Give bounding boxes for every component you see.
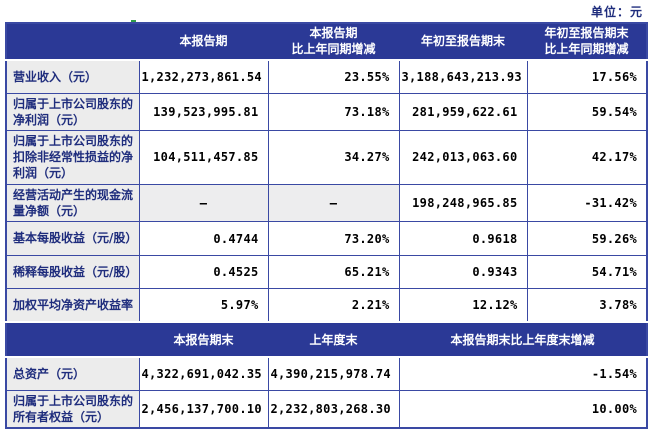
value-cell: 0.4744 xyxy=(138,221,269,256)
financial-report-page: { "unit_label": "单位：元", "colors": { "hea… xyxy=(5,5,648,429)
header-empty-cell xyxy=(6,320,139,358)
row-label: 经营活动产生的现金流量净额（元） xyxy=(5,183,140,223)
value-cell: 73.18% xyxy=(267,92,400,132)
value-cell-dash: – xyxy=(138,183,269,223)
financial-summary-table: 本报告期 本报告期 比上年同期增减 年初至报告期末 年初至报告期末 比上年同期增… xyxy=(5,22,648,429)
header-text: 年初至报告期末 xyxy=(420,33,505,48)
value-cell: 2.21% xyxy=(267,288,400,322)
column-header-change-vs-last-year-end: 本报告期末比上年度末增减 xyxy=(399,320,647,358)
value-cell: 2,232,803,268.30 xyxy=(267,390,400,429)
table-row: 基本每股收益（元/股） 0.4744 73.20% 0.9618 59.26% xyxy=(5,221,648,256)
column-header-end-of-last-year: 上年度末 xyxy=(268,320,399,358)
table-row: 营业收入（元） 1,232,273,861.54 23.55% 3,188,64… xyxy=(5,59,648,94)
value-cell: 65.21% xyxy=(267,255,400,289)
row-label: 基本每股收益（元/股） xyxy=(5,221,140,256)
value-cell: 59.54% xyxy=(526,92,648,132)
value-cell: 242,013,063.60 xyxy=(398,130,528,185)
header-text: 比上年同期增减 xyxy=(544,41,629,56)
value-cell: -31.42% xyxy=(526,183,648,223)
table-row: 总资产（元） 4,322,691,042.35 4,390,215,978.74… xyxy=(5,356,648,391)
value-cell: 42.17% xyxy=(526,130,648,185)
table-row: 加权平均净资产收益率 5.97% 2.21% 12.12% 3.78% xyxy=(5,288,648,322)
header-empty-cell xyxy=(6,23,139,62)
table-header-row-bottom: 本报告期末 上年度末 本报告期末比上年度末增减 xyxy=(6,320,647,358)
value-cell: 0.4525 xyxy=(138,255,269,289)
column-header-ytd: 年初至报告期末 xyxy=(399,23,527,62)
value-cell-dash: – xyxy=(267,183,400,223)
row-label: 营业收入（元） xyxy=(5,59,140,94)
table-row: 归属于上市公司股东的所有者权益（元） 2,456,137,700.10 2,23… xyxy=(5,390,648,429)
value-cell: 1,232,273,861.54 xyxy=(138,59,269,94)
column-header-end-of-period: 本报告期末 xyxy=(139,320,268,358)
value-cell: 59.26% xyxy=(526,221,648,256)
table-row: 经营活动产生的现金流量净额（元） – – 198,248,965.85 -31.… xyxy=(5,183,648,223)
value-cell: 0.9618 xyxy=(398,221,528,256)
value-cell: 12.12% xyxy=(398,288,528,322)
value-cell: 3.78% xyxy=(526,288,648,322)
table-header-row-top: 本报告期 本报告期 比上年同期增减 年初至报告期末 年初至报告期末 比上年同期增… xyxy=(6,23,647,62)
table-row: 稀释每股收益（元/股） 0.4525 65.21% 0.9343 54.71% xyxy=(5,255,648,289)
header-text: 本报告期 xyxy=(179,33,228,48)
column-header-current-period: 本报告期 xyxy=(139,23,268,62)
row-label: 稀释每股收益（元/股） xyxy=(5,255,140,289)
row-label: 归属于上市公司股东的扣除非经常性损益的净利润（元） xyxy=(5,130,140,185)
value-cell: -1.54% xyxy=(398,356,648,391)
row-label: 加权平均净资产收益率 xyxy=(5,288,140,322)
row-label: 总资产（元） xyxy=(5,356,140,391)
table-row: 归属于上市公司股东的扣除非经常性损益的净利润（元） 104,511,457.85… xyxy=(5,130,648,185)
value-cell: 4,322,691,042.35 xyxy=(138,356,269,391)
value-cell: 54.71% xyxy=(526,255,648,289)
row-label: 归属于上市公司股东的所有者权益（元） xyxy=(5,390,140,429)
table-row: 归属于上市公司股东的净利润（元） 139,523,995.81 73.18% 2… xyxy=(5,92,648,132)
header-text: 本报告期 xyxy=(309,26,358,40)
value-cell: 10.00% xyxy=(398,390,648,429)
value-cell: 34.27% xyxy=(267,130,400,185)
value-cell: 198,248,965.85 xyxy=(398,183,528,223)
value-cell: 4,390,215,978.74 xyxy=(267,356,400,391)
value-cell: 2,456,137,700.10 xyxy=(138,390,269,429)
column-header-ytd-yoy-change: 年初至报告期末 比上年同期增减 xyxy=(527,23,647,62)
column-header-current-period-yoy-change: 本报告期 比上年同期增减 xyxy=(268,23,399,62)
value-cell: 73.20% xyxy=(267,221,400,256)
header-text: 比上年同期增减 xyxy=(291,41,376,56)
value-cell: 104,511,457.85 xyxy=(138,130,269,185)
value-cell: 23.55% xyxy=(267,59,400,94)
row-label: 归属于上市公司股东的净利润（元） xyxy=(5,92,140,132)
value-cell: 3,188,643,213.93 xyxy=(398,59,528,94)
value-cell: 0.9343 xyxy=(398,255,528,289)
value-cell: 5.97% xyxy=(138,288,269,322)
value-cell: 281,959,622.61 xyxy=(398,92,528,132)
value-cell: 17.56% xyxy=(526,59,648,94)
header-text: 年初至报告期末 xyxy=(544,26,629,40)
unit-label: 单位：元 xyxy=(590,5,643,19)
value-cell: 139,523,995.81 xyxy=(138,92,269,132)
